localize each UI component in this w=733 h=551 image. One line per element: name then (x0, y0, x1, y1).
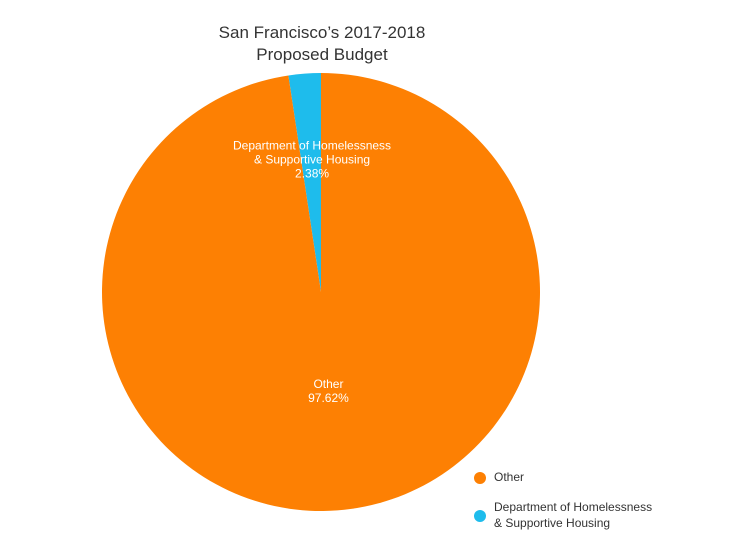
pie-slice-labels: Department of Homelessness& Supportive H… (233, 139, 391, 405)
chart-legend: Other Department of Homelessness & Support… (474, 470, 652, 530)
pie-slices (102, 73, 541, 511)
slice-label-department-of-homelessness-supportive-housing-value: 2.38% (295, 167, 329, 181)
legend-swatch-department-of-homelessness-supportive-housing (474, 510, 486, 522)
legend-label-department-of-homelessness-supportive-housing-line-2: & Supportive Housing (494, 516, 610, 530)
pie-slice-other (102, 73, 541, 511)
legend-label-other-line-1: Other (494, 470, 524, 484)
chart-title-line-2: Proposed Budget (256, 45, 388, 64)
pie-slice-department-of-homelessness-supportive-housing (288, 73, 321, 292)
chart-title-line-1: San Francisco’s 2017-2018 (219, 23, 426, 42)
chart-title: San Francisco’s 2017-2018 Proposed Budge… (219, 23, 426, 64)
slice-label-other-line-1: Other (313, 377, 343, 391)
legend-label-department-of-homelessness-supportive-housing-line-1: Department of Homelessness (494, 500, 652, 514)
slice-label-other-value: 97.62% (308, 391, 349, 405)
slice-label-department-of-homelessness-supportive-housing-line-2: & Supportive Housing (254, 153, 370, 167)
legend-swatch-other (474, 472, 486, 484)
slice-label-department-of-homelessness-supportive-housing-line-1: Department of Homelessness (233, 139, 391, 153)
